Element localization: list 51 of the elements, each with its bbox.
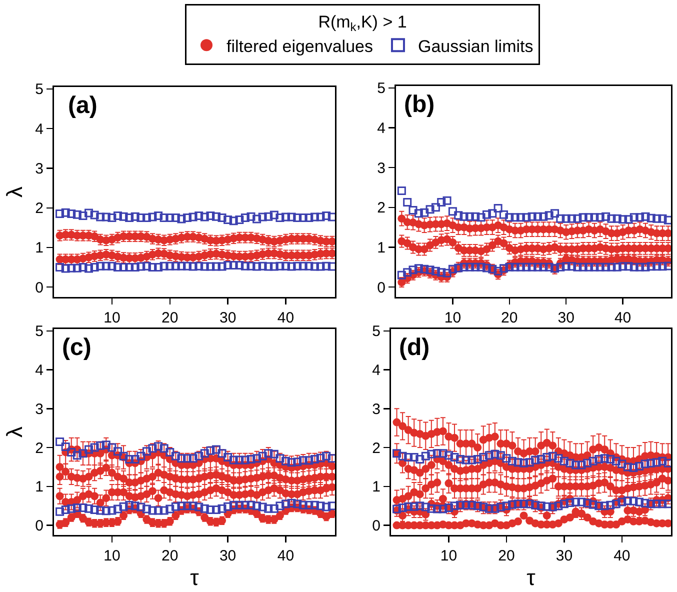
y-tick-label: 4 [377,120,386,138]
y-tick-label: 5 [372,323,380,340]
x-tick-label: 20 [162,548,178,564]
chart-title: (b) [404,91,435,118]
y-tick-label: 0 [377,279,386,296]
chart-title: (c) [62,334,92,361]
x-tick-label: 40 [614,310,632,326]
legend-title: R(m$_{k}$,K) > 1 [318,12,407,34]
y-tick-label: 4 [35,120,44,138]
y-tick-label: 1 [35,240,44,257]
y-tick-label: 2 [377,200,386,217]
x-tick-label: 20 [162,310,178,326]
y-axis-title: λ [2,186,28,198]
y-tick-label: 1 [377,239,386,256]
y-tick-label: 3 [35,160,44,178]
x-tick-label: 10 [444,310,462,326]
x-axis-title: τ [190,565,200,590]
y-tick-label: 5 [35,81,44,98]
x-tick-label: 10 [104,548,120,564]
legend-label: Gaussian limits [418,36,534,56]
chart-title: (d) [399,334,430,361]
y-tick-label: 1 [372,478,380,496]
x-tick-label: 30 [556,548,573,564]
x-tick-label: 10 [104,310,120,326]
y-tick-label: 0 [35,279,44,296]
y-tick-label: 4 [35,362,44,380]
legend-label: filtered eigenvalues [226,36,373,56]
y-tick-label: 4 [372,362,380,380]
y-tick-label: 2 [35,200,44,218]
y-tick-label: 1 [35,478,44,496]
y-tick-label: 2 [372,440,380,457]
y-tick-label: 3 [35,400,44,418]
x-axis-title: τ [526,565,536,590]
y-tick-label: 0 [372,518,380,535]
y-tick-label: 5 [377,80,386,98]
x-tick-label: 40 [277,548,294,564]
x-tick-label: 30 [558,310,574,326]
x-tick-label: 30 [219,310,236,326]
y-tick-label: 3 [372,400,380,418]
x-tick-label: 20 [501,310,518,326]
y-tick-label: 2 [35,440,44,457]
x-tick-label: 10 [440,548,458,564]
chart-title: (a) [68,92,98,119]
x-tick-label: 40 [614,548,630,564]
y-tick-label: 5 [35,323,44,340]
y-axis-title: λ [2,426,28,438]
x-tick-label: 40 [277,310,294,326]
y-tick-label: 0 [35,518,44,535]
y-tick-label: 3 [377,160,386,177]
x-tick-label: 30 [219,548,236,564]
x-tick-label: 20 [498,548,515,564]
